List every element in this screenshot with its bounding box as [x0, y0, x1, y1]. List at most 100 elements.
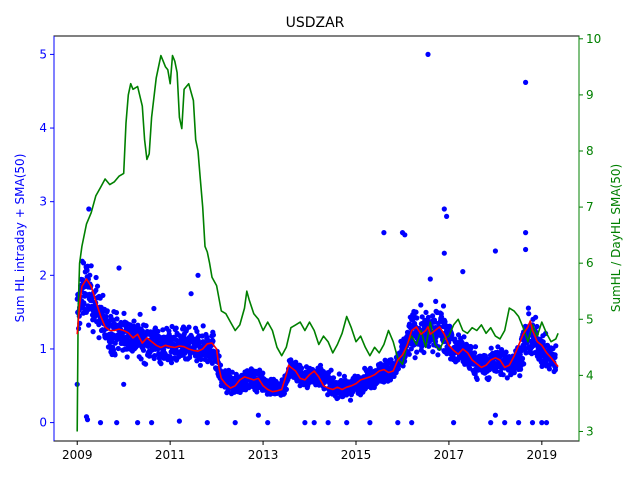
- scatter-point: [523, 79, 529, 85]
- scatter-point: [283, 386, 289, 392]
- scatter-point: [116, 265, 122, 271]
- y-axis-left-label: Sum HL intraday + SMA(50): [13, 154, 27, 323]
- scatter-point: [311, 420, 317, 426]
- scatter-point: [103, 314, 109, 320]
- scatter-point: [426, 343, 432, 349]
- scatter-point: [408, 346, 414, 352]
- scatter-point: [152, 353, 158, 359]
- scatter-point: [444, 213, 450, 219]
- scatter-point: [86, 322, 92, 328]
- scatter-point: [87, 272, 93, 278]
- scatter-point: [526, 311, 532, 317]
- scatter-point: [135, 420, 141, 426]
- scatter-point: [194, 328, 200, 334]
- x-axis: 2009 2011 2013 2015 2017 2019: [62, 441, 557, 462]
- y-right-tick-label: 10: [586, 32, 601, 46]
- scatter-point: [204, 420, 210, 426]
- scatter-point: [381, 230, 387, 236]
- scatter-point: [540, 339, 546, 345]
- scatter-point: [325, 420, 331, 426]
- scatter-point: [425, 51, 431, 58]
- scatter-point: [86, 206, 92, 212]
- scatter-point: [486, 375, 492, 381]
- scatter-point: [413, 309, 419, 315]
- scatter-point: [330, 375, 337, 381]
- plot-area: [74, 51, 559, 432]
- scatter-point: [81, 301, 87, 307]
- scatter-point: [167, 354, 173, 360]
- scatter-point: [435, 352, 441, 358]
- scatter-point: [502, 420, 508, 426]
- x-tick-label: 2015: [341, 448, 372, 462]
- scatter-point: [96, 335, 102, 341]
- scatter-point: [468, 345, 474, 351]
- line-series-sma50: [76, 278, 559, 393]
- scatter-point: [521, 361, 527, 367]
- scatter-point: [198, 356, 204, 362]
- y-right-tick-label: 7: [586, 200, 594, 214]
- scatter-point: [418, 302, 424, 308]
- scatter-point: [160, 327, 166, 333]
- scatter-point: [140, 347, 147, 353]
- chart-title: USDZAR: [286, 15, 345, 31]
- x-tick-label: 2017: [434, 448, 465, 462]
- scatter-point: [523, 350, 529, 356]
- scatter-point: [511, 370, 517, 376]
- scatter-point: [237, 389, 243, 395]
- scatter-point: [80, 277, 86, 283]
- scatter-point: [451, 420, 457, 426]
- scatter-point: [529, 420, 536, 426]
- scatter-point: [488, 345, 494, 351]
- scatter-point: [158, 361, 164, 367]
- scatter-point: [114, 316, 120, 322]
- scatter-point: [121, 381, 127, 387]
- scatter-point: [197, 362, 203, 368]
- scatter-point: [472, 371, 478, 377]
- scatter-point: [149, 420, 155, 426]
- y-right-tick-label: 6: [586, 256, 594, 270]
- y-right-tick-label: 3: [586, 424, 594, 438]
- scatter-point: [488, 420, 494, 426]
- scatter-point: [173, 325, 179, 331]
- y-left-tick-label: 0: [39, 416, 47, 430]
- scatter-point: [534, 323, 540, 330]
- scatter-point: [433, 298, 439, 304]
- scatter-point: [441, 250, 447, 256]
- scatter-point: [442, 319, 448, 325]
- scatter-point: [344, 420, 350, 426]
- scatter-point: [93, 274, 99, 281]
- scatter-point: [124, 354, 130, 360]
- y-right-tick-label: 8: [586, 144, 594, 158]
- scatter-point: [138, 356, 144, 362]
- scatter-point: [137, 311, 143, 317]
- scatter-point: [336, 371, 342, 377]
- scatter-point: [412, 355, 418, 361]
- scatter-point: [519, 355, 526, 362]
- scatter-point: [347, 397, 354, 403]
- scatter-point: [517, 373, 523, 379]
- scatter-point: [414, 315, 420, 321]
- scatter-point: [492, 248, 498, 254]
- scatter-point: [440, 303, 447, 309]
- scatter-point: [177, 333, 183, 339]
- scatter-point: [367, 365, 373, 371]
- scatter-point: [539, 420, 545, 426]
- scatter-point: [260, 370, 266, 376]
- scatter-point: [84, 267, 90, 274]
- scatter-point: [523, 246, 529, 253]
- scatter-point: [94, 283, 101, 289]
- scatter-point: [186, 324, 192, 330]
- scatter-point: [395, 420, 401, 426]
- scatter-point: [438, 314, 445, 320]
- x-tick-label: 2019: [527, 448, 558, 462]
- scatter-point: [500, 372, 506, 378]
- scatter-point: [265, 420, 271, 426]
- y-right-tick-label: 5: [586, 312, 594, 326]
- scatter-point: [168, 360, 175, 366]
- scatter-point: [302, 420, 308, 426]
- scatter-point: [430, 349, 436, 355]
- scatter-point: [493, 368, 499, 374]
- scatter-point: [406, 351, 412, 357]
- scatter-point: [115, 345, 121, 352]
